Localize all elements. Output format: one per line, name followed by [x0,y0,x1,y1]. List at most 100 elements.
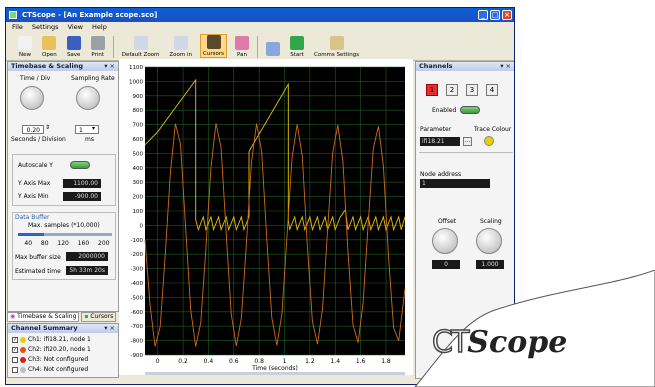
buffer-size-input[interactable]: 2000000 [66,252,108,261]
channel-checkbox[interactable] [12,357,18,363]
zoom-in-button[interactable]: Zoom in [167,36,194,58]
save-button[interactable]: Save [65,36,83,58]
default-zoom-icon [133,36,148,50]
default-zoom-button[interactable]: Default Zoom [120,36,162,58]
enabled-toggle[interactable] [460,106,480,114]
sampling-rate-select[interactable]: 1 [75,125,99,134]
app-window: CTScope - [An Example scope.sco] _ □ × F… [5,7,515,385]
x-tick-label: 0.4 [204,358,214,365]
tab-timebase-icon: ◉ [10,313,16,320]
printer-icon [90,36,105,50]
channel-summary-row[interactable]: ✓ Ch2: ifi20.20, node 1 [12,346,91,354]
slider-tick: 160 [77,240,90,247]
menu-view[interactable]: View [67,23,83,31]
time-div-label: Time / Div [20,75,51,82]
time-div-knob[interactable] [20,86,44,110]
tab-timebase[interactable]: ◉ Timebase & Scaling [7,312,80,322]
scaling-knob[interactable] [476,228,502,254]
scaling-value[interactable]: 1.000 [476,260,504,269]
channel-colour-dot [20,337,26,343]
channel-summary-label: Ch2: ifi20.20, node 1 [28,346,91,353]
y-tick-label: 400 [133,166,144,172]
menu-help[interactable]: Help [92,23,107,31]
max-samples-slider[interactable] [18,233,112,236]
data-buffer-group [12,212,116,280]
menu-settings[interactable]: Settings [31,23,59,31]
offset-value[interactable]: 0 [432,260,460,269]
summary-pin-close-icon[interactable]: ▾ × [104,324,115,332]
scaling-label: Scaling [480,218,502,225]
data-buffer-title: Data Buffer [15,214,50,221]
sampling-rate-label: Sampling Rate [71,75,115,82]
stop-icon [265,42,280,56]
comms-settings-button[interactable]: Comms Settings [312,36,361,58]
trace-colour-label: Trace Colour [474,126,512,133]
toolbar: New Open Save Print Default Zoom Zoom in Curso… [6,32,514,61]
sampling-rate-knob[interactable] [76,86,100,110]
channel-2-button[interactable]: 2 [446,84,458,96]
y-min-input[interactable]: -900.00 [63,192,101,201]
time-div-input[interactable]: 0.20 [22,125,44,134]
tab-cursors[interactable]: ▪ Cursors [81,312,117,322]
parameter-label: Parameter [420,126,452,133]
channel-summary-row[interactable]: Ch4: Not configured [12,366,88,374]
autoscale-toggle[interactable] [70,161,90,169]
start-button[interactable]: Start [288,36,306,58]
x-tick-label: 0 [156,358,160,365]
toolbar-label: Cursors [203,51,224,57]
toolbar-label: Save [66,52,81,58]
timebase-title: Timebase & Scaling [11,62,84,70]
print-button[interactable]: Print [89,36,107,58]
parameter-input[interactable]: ifi18.21 [420,137,460,146]
close-button[interactable]: × [502,10,512,20]
node-address-input[interactable]: 1 [420,179,490,188]
toolbar-label: Zoom in [169,52,193,58]
channel-checkbox[interactable]: ✓ [12,337,18,343]
buffer-size-label: Max buffer size [15,254,61,261]
y-tick-label: 200 [133,195,144,201]
channels-pin-close-icon[interactable]: ▾ × [500,62,511,70]
y-tick-label: 300 [133,180,144,186]
channel-checkbox[interactable]: ✓ [12,347,18,353]
y-tick-label: -400 [131,281,144,287]
browse-parameter-button[interactable]: ... [463,137,472,146]
maximize-button[interactable]: □ [490,10,500,20]
comms-settings-icon [329,36,344,50]
y-tick-label: -600 [131,310,144,316]
minimize-button[interactable]: _ [478,10,488,20]
autoscale-label: Autoscale Y [18,162,53,169]
new-button[interactable]: New [16,36,34,58]
trace-colour-button[interactable] [484,136,494,146]
pan-icon [234,36,249,50]
scope-chart[interactable]: 110010009008007006005004003002001000-100… [119,59,413,375]
x-tick-label: 1.4 [330,358,340,365]
channel-4-button[interactable]: 4 [486,84,498,96]
channel-summary-row[interactable]: ✓ Ch1: ifi18.21, node 1 [12,336,91,344]
cursors-button[interactable]: Cursors [200,34,227,58]
channel-summary-row[interactable]: Ch3: Not configured [12,356,88,364]
toolbar-label: Open [42,52,57,58]
divider [419,152,513,153]
ctscope-app-icon [9,11,17,19]
left-tab-strip: ◉ Timebase & Scaling ▪ Cursors [7,312,119,322]
channel-summary-panel: Channel Summary ▾ × ✓ Ch1: ifi18.21, node … [7,323,119,378]
node-address-label: Node address [420,171,462,178]
offset-knob[interactable] [432,228,458,254]
time-div-spinner[interactable]: ⇕ [45,124,51,131]
estimated-time-label: Estimated time [15,268,61,275]
x-tick-label: 0.6 [229,358,239,365]
open-button[interactable]: Open [40,36,59,58]
channel-3-button[interactable]: 3 [466,84,478,96]
horizontal-scrollbar [145,372,405,375]
pan-button[interactable]: Pan [233,36,251,58]
x-tick-label: 0.8 [254,358,264,365]
folder-icon [42,36,57,50]
y-max-input[interactable]: 1100.00 [63,179,101,188]
channel-1-button[interactable]: 1 [426,84,438,96]
stop-button[interactable] [264,42,282,58]
toolbar-label: Default Zoom [121,52,160,58]
panel-pin-close-icon[interactable]: ▾ × [104,62,115,70]
channel-checkbox[interactable] [12,367,18,373]
menu-file[interactable]: File [12,23,23,31]
channel-summary-header: Channel Summary ▾ × [8,324,118,333]
